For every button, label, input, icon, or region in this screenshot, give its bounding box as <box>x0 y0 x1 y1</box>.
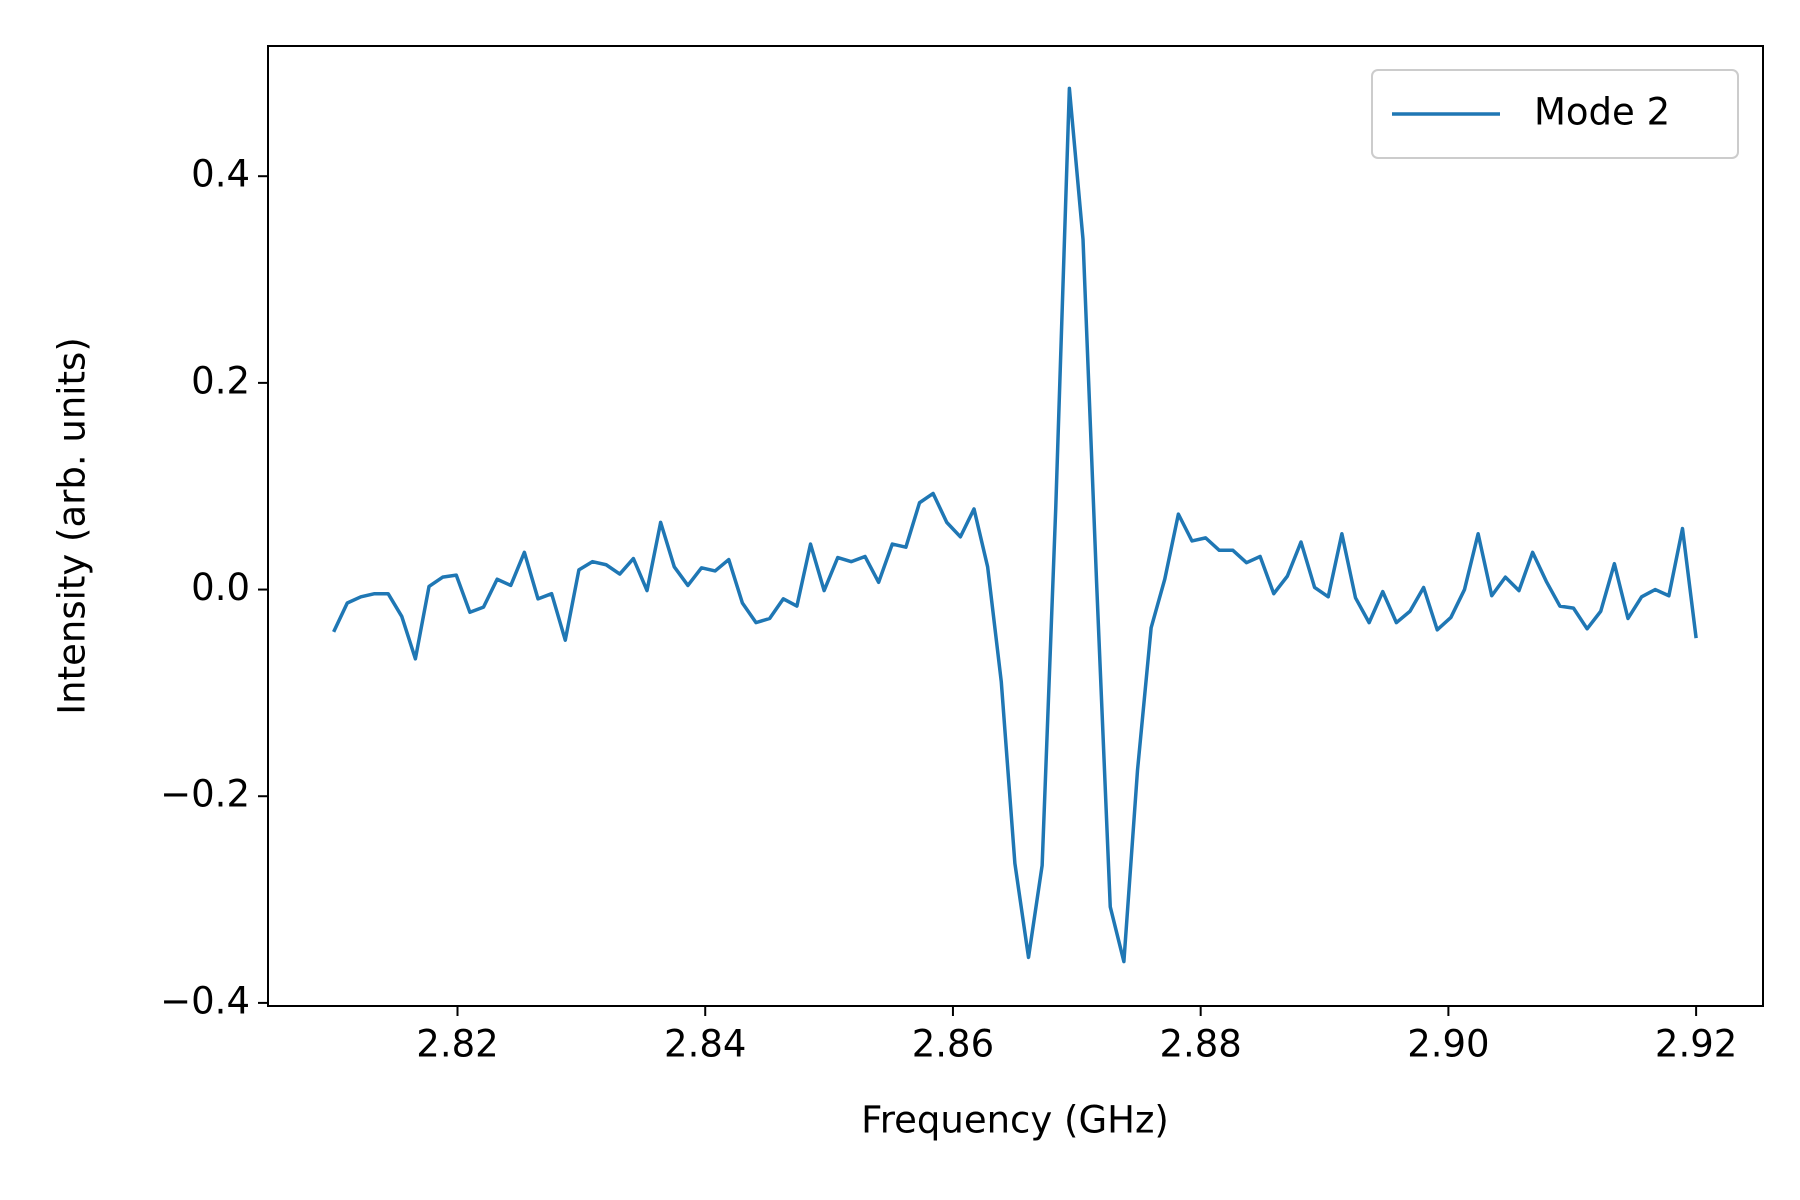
y-tick-label: −0.4 <box>160 979 250 1022</box>
x-tick-label: 2.84 <box>664 1023 746 1066</box>
y-tick-label: 0.4 <box>191 153 250 196</box>
x-tick-label: 2.88 <box>1159 1023 1241 1066</box>
legend-label: Mode 2 <box>1534 91 1670 134</box>
x-tick-label: 2.90 <box>1407 1023 1489 1066</box>
data-line <box>332 86 1698 964</box>
x-axis-label: Frequency (GHz) <box>861 1099 1169 1142</box>
y-tick-label: −0.2 <box>160 773 250 816</box>
y-tick-label: 0.2 <box>191 359 250 402</box>
legend-box <box>1371 69 1739 159</box>
x-tick-label: 2.86 <box>912 1023 994 1066</box>
y-tick-label: 0.0 <box>191 566 250 609</box>
x-tick-label: 2.82 <box>416 1023 498 1066</box>
x-tick-label: 2.92 <box>1655 1023 1737 1066</box>
y-axis-label: Intensity (arb. units) <box>51 337 94 715</box>
plot-frame <box>267 45 1764 1007</box>
